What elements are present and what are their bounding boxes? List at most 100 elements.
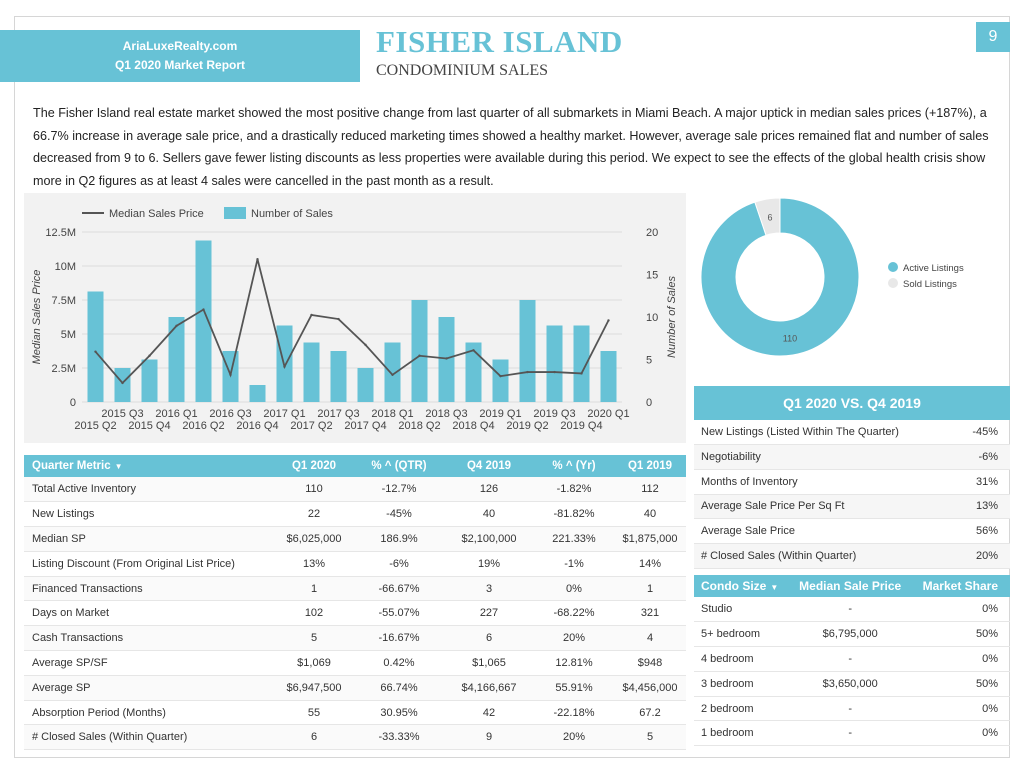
metric-value: -66.67% <box>354 576 444 602</box>
sales-bar[interactable] <box>411 300 428 402</box>
sales-bar[interactable] <box>465 342 482 403</box>
metric-value: 22 <box>274 501 354 528</box>
table-row: 2 bedroom -0% <box>694 696 1010 722</box>
market-share: 50% <box>909 621 1010 648</box>
period-column-header: % ^ (Yr) <box>534 455 614 477</box>
metric-value: -33.33% <box>354 724 444 751</box>
table-row: Total Active Inventory 110 -12.7% 126 -1.82%… <box>24 477 686 503</box>
metric-value: -45% <box>354 501 444 528</box>
metric-value: 221.33% <box>534 526 614 552</box>
market-share: 0% <box>909 646 1010 672</box>
metric-column-header[interactable]: Quarter Metric ▼ <box>24 455 274 477</box>
median-price-line[interactable] <box>94 258 610 385</box>
x-tick-label: 2017 Q3 <box>317 408 359 420</box>
page-number: 9 <box>976 22 1010 52</box>
sales-bar[interactable] <box>249 385 266 402</box>
table-row: Negotiability -6% <box>694 444 1010 470</box>
table-row: Months of Inventory 31% <box>694 469 1010 495</box>
median-price-point <box>256 258 259 261</box>
sales-bar[interactable] <box>600 351 617 402</box>
metric-value: 14% <box>614 551 686 577</box>
report-name: Q1 2020 Market Report <box>114 58 246 72</box>
metric-label: Days on Market <box>24 600 274 627</box>
sales-bar[interactable] <box>114 368 131 402</box>
sales-bar[interactable] <box>87 291 104 403</box>
x-tick-label: 2019 Q4 <box>560 420 602 432</box>
condo-size-header[interactable]: Condo Size ▼ <box>694 575 792 597</box>
x-tick-label: 2018 Q2 <box>398 420 440 432</box>
donut-chart-svg: 6 110 Active Listings Sold Listings <box>700 197 964 357</box>
comparison-label: New Listings (Listed Within The Quarter) <box>694 420 961 446</box>
header-label: Quarter Metric <box>32 460 111 472</box>
metric-value: 5 <box>614 724 686 751</box>
table-row: Financed Transactions 1 -66.67% 3 0% 1 <box>24 576 686 602</box>
metric-value: 55 <box>274 700 354 726</box>
median-price-point <box>175 324 178 328</box>
table-row: Average SP/SF $1,069 0.42% $1,065 12.81% $948 <box>24 650 686 676</box>
site-name[interactable]: AriaLuxeRealty.com <box>122 39 238 53</box>
x-tick-label: 2018 Q4 <box>452 420 494 432</box>
header-label: Condo Size <box>701 579 767 593</box>
y2-tick-label: 5 <box>646 355 652 367</box>
metric-value: 0% <box>534 576 614 602</box>
sales-bar[interactable] <box>357 368 374 402</box>
sales-bar[interactable] <box>141 359 158 403</box>
legend-label-sales: Number of Sales <box>251 208 333 220</box>
caret-down-icon[interactable]: ▼ <box>770 583 779 592</box>
x-tick-label: 2019 Q2 <box>506 420 548 432</box>
metric-value: 9 <box>444 724 534 751</box>
sales-bar[interactable] <box>384 342 401 403</box>
metric-value: 19% <box>444 551 534 577</box>
metric-value: 102 <box>274 600 354 627</box>
y-tick-label: 10M <box>55 261 76 273</box>
median-price-point <box>94 350 97 353</box>
header-label: Q4 2019 <box>466 460 512 472</box>
metric-value: -1% <box>534 551 614 577</box>
table-row: 5+ bedroom $6,795,000 50% <box>694 621 1010 648</box>
metric-value: -55.07% <box>354 600 444 627</box>
metric-value: 30.95% <box>354 700 444 726</box>
x-tick-label: 2020 Q1 <box>587 408 629 420</box>
median-sale-price: $6,795,000 <box>791 621 910 648</box>
metric-value: 20% <box>534 724 614 751</box>
x-tick-label: 2018 Q1 <box>371 408 413 420</box>
median-price-point <box>445 357 448 360</box>
median-price-point <box>364 343 367 347</box>
sales-bar[interactable] <box>546 325 563 403</box>
table-row: Average Sale Price Per Sq Ft 13% <box>694 494 1010 520</box>
metric-value: 1 <box>274 576 354 602</box>
metric-label: Total Active Inventory <box>24 477 274 503</box>
x-tick-label: 2016 Q3 <box>209 408 251 420</box>
comparison-table: Q1 2020 VS. Q4 2019 New Listings (Listed… <box>694 386 1010 569</box>
legend-dot <box>888 262 898 272</box>
metric-value: 110 <box>274 477 354 503</box>
table-row: 3 bedroom $3,650,000 50% <box>694 671 1010 697</box>
caret-down-icon[interactable]: ▼ <box>114 462 123 471</box>
sales-bar[interactable] <box>492 359 509 403</box>
metric-value: $4,456,000 <box>614 675 686 701</box>
table-row: Average Sale Price 56% <box>694 518 1010 544</box>
metric-value: 186.9% <box>354 526 444 552</box>
median-price-point <box>229 373 232 376</box>
sales-bar[interactable] <box>168 317 185 402</box>
median-price-point <box>418 354 421 357</box>
sales-bar[interactable] <box>519 300 536 402</box>
sales-bar[interactable] <box>573 325 590 403</box>
comparison-title: Q1 2020 VS. Q4 2019 <box>694 386 1010 420</box>
table-row: Days on Market 102 -55.07% 227 -68.22% 321 <box>24 600 686 627</box>
metric-value: $6,947,500 <box>274 675 354 701</box>
sales-bar[interactable] <box>303 342 320 403</box>
metric-value: 55.91% <box>534 675 614 701</box>
median-sale-price: - <box>791 597 910 623</box>
metric-value: 42 <box>444 700 534 726</box>
metric-value: 3 <box>444 576 534 602</box>
metric-label: Absorption Period (Months) <box>24 700 274 726</box>
sales-bar[interactable] <box>330 351 347 402</box>
active-listings-slice[interactable] <box>700 197 860 357</box>
sales-bar[interactable] <box>195 240 212 403</box>
condo-size-table: Condo Size ▼ Median Sale Price Market Share… <box>694 575 1010 747</box>
median-price-point <box>526 370 529 374</box>
comparison-label: Average Sale Price <box>694 518 961 544</box>
median-price-point <box>283 365 286 368</box>
metric-value: 66.74% <box>354 675 444 701</box>
